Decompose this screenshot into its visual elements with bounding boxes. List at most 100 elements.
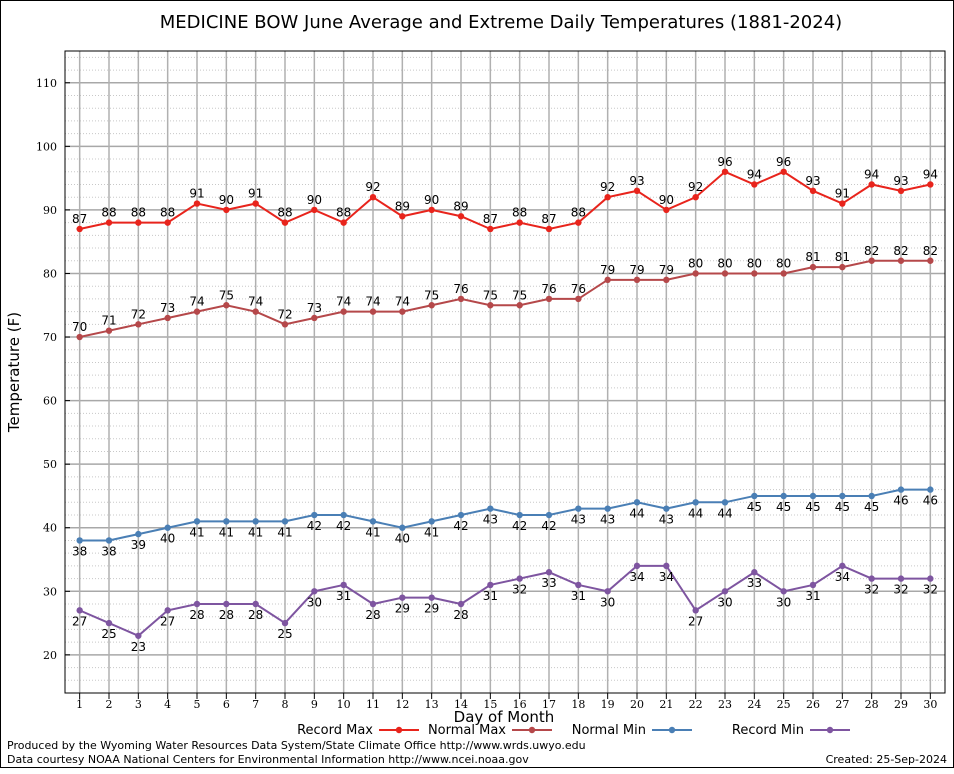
data-label: 39 bbox=[131, 538, 146, 552]
data-point bbox=[223, 206, 230, 214]
y-tick-label: 110 bbox=[36, 77, 57, 90]
y-tick-label: 60 bbox=[43, 395, 57, 408]
data-label: 40 bbox=[395, 532, 410, 546]
series-line bbox=[79, 170, 931, 231]
data-label: 79 bbox=[659, 263, 674, 277]
data-point bbox=[135, 219, 142, 226]
credit-line-2: Data courtesy NOAA National Centers for … bbox=[7, 753, 529, 766]
data-point bbox=[164, 219, 171, 226]
x-tick-label: 25 bbox=[777, 698, 791, 711]
data-point bbox=[839, 263, 846, 271]
data-point bbox=[340, 219, 347, 226]
data-label: 74 bbox=[248, 295, 263, 309]
legend-item: Record Min bbox=[732, 723, 850, 738]
data-label: 41 bbox=[424, 525, 439, 539]
data-point bbox=[428, 206, 435, 214]
y-tick-label: 50 bbox=[43, 458, 57, 471]
data-point bbox=[839, 200, 846, 207]
data-label: 91 bbox=[835, 187, 850, 201]
data-label: 87 bbox=[541, 212, 556, 226]
data-label: 88 bbox=[131, 206, 146, 220]
data-label: 70 bbox=[72, 320, 87, 334]
data-point bbox=[868, 181, 875, 188]
data-label: 41 bbox=[365, 525, 380, 539]
data-label: 27 bbox=[688, 614, 703, 628]
data-label: 34 bbox=[835, 570, 850, 584]
data-label: 30 bbox=[600, 595, 615, 609]
data-point bbox=[164, 314, 171, 322]
data-label: 41 bbox=[248, 525, 263, 539]
data-point bbox=[311, 314, 318, 322]
series-record-min: 27 25 23 27 28 28 28 25 30 31 28 29 29 28 31 32 33 31 30 34… bbox=[72, 562, 938, 654]
data-point bbox=[663, 206, 670, 214]
data-point bbox=[457, 600, 465, 608]
x-tick-label: 13 bbox=[425, 698, 439, 711]
data-label: 87 bbox=[72, 212, 87, 226]
series-line bbox=[79, 488, 931, 542]
x-tick-label: 14 bbox=[454, 698, 468, 711]
data-point bbox=[516, 511, 523, 519]
data-point bbox=[399, 308, 406, 315]
data-label: 89 bbox=[395, 199, 410, 213]
data-point bbox=[692, 270, 699, 277]
data-point bbox=[721, 588, 729, 595]
x-tick-label: 21 bbox=[659, 698, 673, 711]
data-label: 44 bbox=[688, 506, 703, 520]
data-label: 89 bbox=[453, 199, 468, 213]
data-point bbox=[692, 193, 699, 201]
data-point bbox=[193, 518, 201, 525]
data-label: 88 bbox=[160, 206, 175, 220]
data-point bbox=[105, 219, 113, 226]
data-label: 28 bbox=[248, 608, 263, 622]
data-point bbox=[76, 333, 83, 341]
data-label: 41 bbox=[189, 525, 204, 539]
data-label: 91 bbox=[248, 187, 263, 201]
data-point bbox=[399, 594, 406, 601]
data-label: 30 bbox=[776, 595, 791, 609]
data-label: 88 bbox=[512, 206, 527, 220]
data-label: 94 bbox=[864, 167, 879, 181]
data-point bbox=[369, 308, 377, 315]
data-point bbox=[927, 486, 934, 493]
legend-item: Normal Min bbox=[572, 723, 692, 738]
data-point bbox=[252, 308, 259, 315]
data-point bbox=[135, 632, 142, 639]
data-point bbox=[164, 524, 171, 531]
data-point bbox=[780, 588, 787, 595]
data-label: 82 bbox=[923, 244, 938, 258]
data-label: 45 bbox=[864, 500, 879, 514]
data-point bbox=[868, 575, 875, 582]
legend-swatch-marker bbox=[528, 726, 536, 734]
data-point bbox=[663, 276, 670, 284]
data-label: 96 bbox=[776, 155, 791, 169]
data-label: 43 bbox=[483, 513, 498, 527]
data-point bbox=[897, 575, 905, 582]
data-point bbox=[223, 600, 230, 608]
data-label: 79 bbox=[600, 263, 615, 277]
data-label: 92 bbox=[600, 180, 615, 194]
data-label: 30 bbox=[307, 595, 322, 609]
data-label: 75 bbox=[219, 288, 234, 302]
data-label: 74 bbox=[189, 295, 204, 309]
data-label: 76 bbox=[541, 282, 556, 296]
data-label: 82 bbox=[864, 244, 879, 258]
data-point bbox=[809, 187, 817, 195]
legend-item: Record Max bbox=[297, 723, 419, 738]
data-label: 76 bbox=[571, 282, 586, 296]
data-label: 23 bbox=[131, 640, 146, 654]
data-label: 46 bbox=[923, 494, 938, 508]
data-label: 88 bbox=[277, 206, 292, 220]
data-point bbox=[809, 581, 817, 589]
legend-label: Normal Min bbox=[572, 723, 646, 738]
data-label: 25 bbox=[277, 627, 292, 641]
x-tick-label: 19 bbox=[601, 698, 615, 711]
data-label: 29 bbox=[424, 602, 439, 616]
data-label: 28 bbox=[189, 608, 204, 622]
data-point bbox=[252, 518, 259, 525]
y-tick-label: 90 bbox=[43, 204, 57, 217]
data-label: 45 bbox=[805, 500, 820, 514]
x-tick-label: 20 bbox=[630, 698, 644, 711]
x-tick-label: 27 bbox=[835, 698, 849, 711]
data-label: 27 bbox=[72, 614, 87, 628]
data-point bbox=[164, 607, 171, 614]
